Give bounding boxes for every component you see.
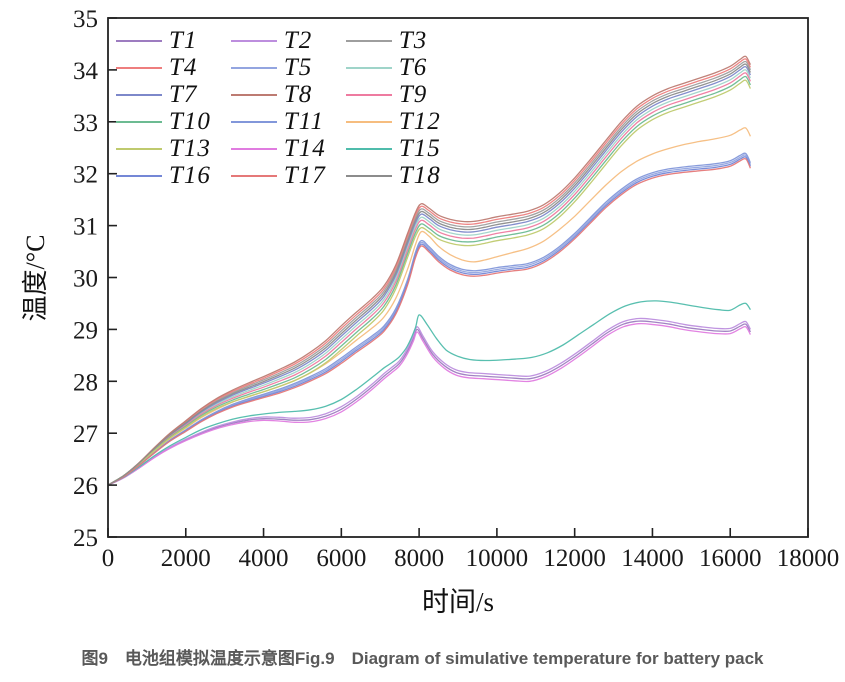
legend-item-t13: T13 [116, 135, 211, 162]
series-line-t3 [107, 60, 751, 486]
legend-item-t11: T11 [230, 108, 326, 135]
legend-item-t2: T2 [230, 27, 326, 54]
legend-label-t10: T10 [169, 108, 211, 135]
series-line-t18 [107, 63, 751, 486]
series-line-t8 [107, 55, 751, 486]
legend-label-t15: T15 [398, 135, 441, 162]
series-line-t14 [107, 322, 751, 486]
legend-item-t17: T17 [230, 162, 326, 189]
legend-item-t18: T18 [345, 162, 441, 189]
legend-item-t12: T12 [345, 108, 441, 135]
legend-item-t6: T6 [345, 54, 441, 81]
legend-label-t11: T11 [283, 108, 324, 135]
legend-label-t8: T8 [283, 81, 313, 108]
y-tick-label: 29 [73, 317, 98, 344]
legend-item-t5: T5 [230, 54, 326, 81]
x-tick-label: 12000 [543, 545, 606, 572]
legend-swatch-t2 [230, 39, 277, 42]
figure-caption: 图9 电池组模拟温度示意图Fig.9 Diagram of simulative… [81, 649, 764, 668]
series-line-t15 [107, 300, 751, 486]
series-line-t2 [107, 317, 751, 486]
x-tick-label: 2000 [161, 545, 211, 572]
legend-swatch-t16 [116, 174, 162, 177]
y-tick-label: 35 [73, 6, 98, 33]
x-tick-label: 0 [102, 545, 115, 572]
legend-label-t6: T6 [398, 54, 428, 81]
legend-label-t4: T4 [169, 54, 198, 81]
x-tick-label: 10000 [466, 545, 529, 572]
legend-item-t14: T14 [230, 135, 326, 162]
legend-label-t3: T3 [398, 27, 428, 54]
legend-swatch-t1 [116, 39, 162, 42]
y-tick-label: 28 [73, 369, 98, 396]
legend-swatch-t9 [345, 93, 392, 96]
series-line-t7 [107, 65, 751, 486]
y-tick-label: 32 [73, 162, 98, 189]
legend-item-t10: T10 [116, 108, 211, 135]
series-line-t6 [107, 69, 751, 486]
legend-swatch-t4 [116, 66, 162, 69]
legend-label-t18: T18 [398, 162, 441, 189]
legend-label-t9: T9 [398, 81, 428, 108]
legend-swatch-t10 [116, 120, 162, 123]
legend-swatch-t3 [345, 39, 392, 42]
legend-item-t16: T16 [116, 162, 211, 189]
legend-item-t4: T4 [116, 54, 211, 81]
legend-item-t1: T1 [116, 27, 211, 54]
y-tick-label: 26 [73, 473, 98, 500]
legend-label-t17: T17 [283, 162, 326, 189]
series-line-t10 [107, 75, 751, 486]
y-tick-label: 31 [73, 214, 98, 241]
legend-swatch-t8 [230, 93, 277, 96]
chart-area: 0 2000 4000 6000 8000 10000 12000 14000 16000 180… [21, 6, 840, 617]
legend-swatch-t13 [116, 147, 162, 150]
series-line-t13 [107, 79, 751, 486]
x-tick-label: 14000 [621, 545, 684, 572]
legend-item-t3: T3 [345, 27, 441, 54]
x-tick-label: 4000 [239, 545, 289, 572]
legend-label-t16: T16 [169, 162, 211, 189]
legend-swatch-t18 [345, 174, 392, 177]
x-tick-label: 18000 [777, 545, 840, 572]
legend-label-t2: T2 [283, 27, 313, 54]
x-tick-label: 8000 [394, 545, 444, 572]
legend-swatch-t17 [230, 174, 277, 177]
x-tick-label: 6000 [316, 545, 366, 572]
legend-label-t14: T14 [283, 135, 326, 162]
x-tick-label: 16000 [699, 545, 762, 572]
series-line-t9 [107, 72, 751, 486]
legend-swatch-t15 [345, 147, 392, 150]
y-tick-label: 27 [73, 421, 98, 448]
series-line-t4 [107, 58, 751, 486]
series-line-t1 [107, 320, 751, 486]
series-line-t5 [107, 154, 751, 486]
legend-swatch-t11 [230, 120, 277, 123]
y-tick-label: 33 [73, 110, 98, 137]
legend-swatch-t7 [116, 93, 162, 96]
y-tick-label: 34 [73, 58, 99, 85]
legend-label-t12: T12 [398, 108, 441, 135]
legend-item-t9: T9 [345, 81, 441, 108]
legend-swatch-t14 [230, 147, 277, 150]
x-axis-title: 时间/s [421, 587, 494, 617]
legend-label-t5: T5 [283, 54, 313, 81]
series-line-t17 [107, 157, 752, 486]
series-line-t16 [107, 156, 751, 486]
legend-label-t13: T13 [169, 135, 211, 162]
line-chart: 0 2000 4000 6000 8000 10000 12000 14000 16000 180… [73, 6, 840, 572]
legend-item-t15: T15 [345, 135, 441, 162]
y-axis-title: 温度/°C [21, 234, 50, 322]
legend-label-t1: T1 [169, 27, 198, 54]
legend-swatch-t6 [345, 66, 392, 69]
legend-item-t8: T8 [230, 81, 326, 108]
y-tick-label: 25 [73, 525, 98, 552]
legend-swatch-t12 [345, 120, 392, 123]
legend-item-t7: T7 [116, 81, 211, 108]
y-tick-label: 30 [73, 266, 98, 293]
legend: T1 T2 T3 T4 T5 T6 T7 T8 T9 T10 T11 T12 T13 T14 T15 T16 T… [116, 27, 441, 189]
legend-swatch-t5 [230, 66, 277, 69]
series-line-t11 [107, 152, 752, 486]
legend-label-t7: T7 [169, 81, 198, 108]
